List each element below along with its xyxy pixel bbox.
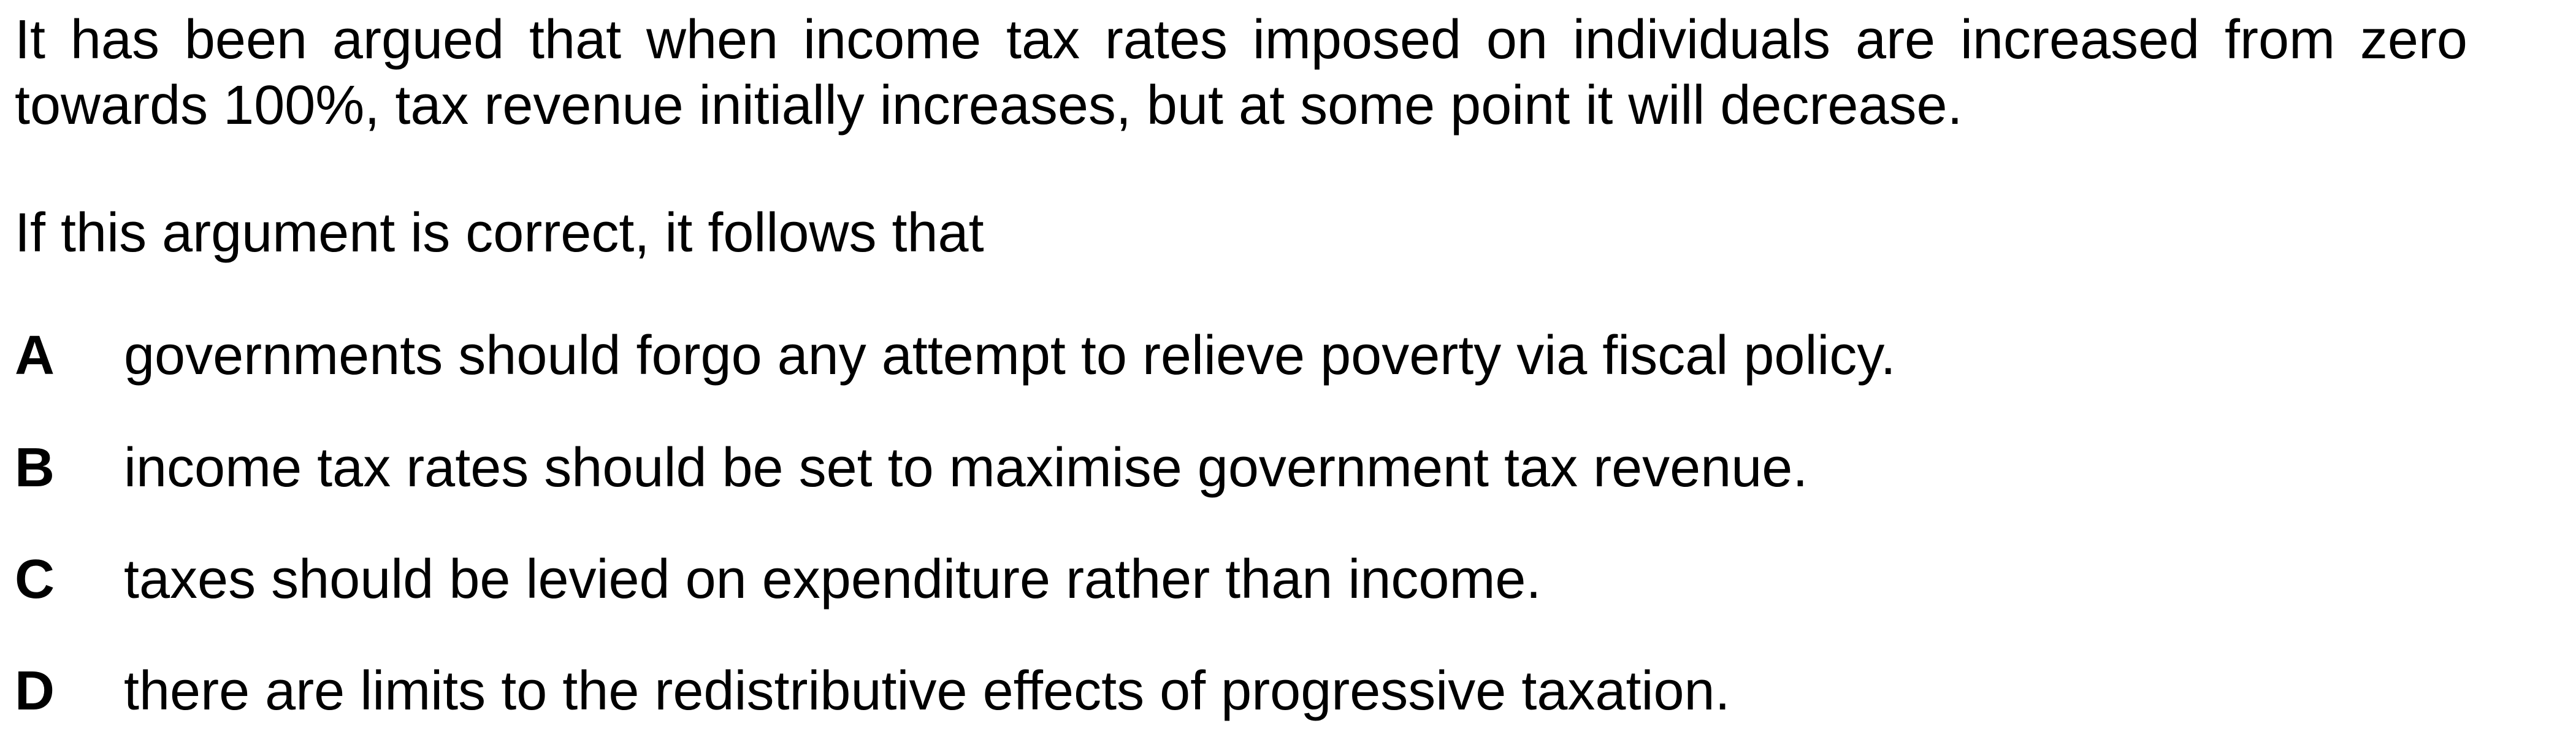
option-letter: D [15,660,55,722]
option-text: there are limits to the redistributive e… [124,660,1730,722]
question-lead-in: If this argument is correct, it follows … [15,202,984,264]
option-letter: C [15,549,55,610]
option-letter: A [15,325,55,386]
question-stem-line-1: It has been argued that when income tax … [15,9,2467,71]
option-letter: B [15,437,55,499]
question-stem-line-2: towards 100%, tax revenue initially incr… [15,75,1963,136]
option-text: governments should forgo any attempt to … [124,325,1896,386]
option-text: income tax rates should be set to maximi… [124,437,1808,499]
option-text: taxes should be levied on expenditure ra… [124,549,1542,610]
